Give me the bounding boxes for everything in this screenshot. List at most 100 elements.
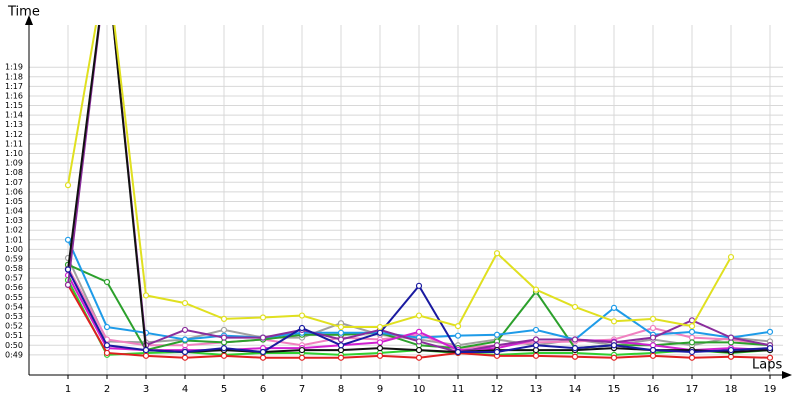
data-point xyxy=(64,281,72,288)
y-axis-label: Time xyxy=(7,5,40,20)
y-tick-label: 0:56 xyxy=(5,283,23,292)
x-tick-label: 3 xyxy=(143,384,149,395)
data-point xyxy=(103,342,111,349)
y-tick-label: 1:13 xyxy=(5,120,23,129)
x-tick-label: 11 xyxy=(452,384,465,395)
data-point xyxy=(220,334,228,341)
data-point xyxy=(688,339,696,346)
data-point xyxy=(142,346,150,354)
data-point xyxy=(259,334,267,341)
data-point xyxy=(766,354,774,361)
y-tick-label: 1:19 xyxy=(5,63,23,72)
y-tick-label: 1:16 xyxy=(5,91,23,100)
data-point xyxy=(688,322,696,330)
data-point xyxy=(727,334,735,341)
data-point xyxy=(103,323,111,331)
data-point xyxy=(571,345,579,352)
data-point xyxy=(64,182,72,189)
data-point xyxy=(688,348,696,356)
data-point xyxy=(142,352,150,359)
data-point xyxy=(493,250,501,257)
x-tick-label: 13 xyxy=(530,384,543,395)
x-axis-arrow xyxy=(782,371,792,379)
y-tick-label: 1:15 xyxy=(5,101,23,110)
data-point xyxy=(259,354,267,361)
data-point xyxy=(181,299,189,307)
data-point xyxy=(766,345,774,352)
data-point xyxy=(181,348,189,356)
data-point xyxy=(415,338,423,345)
data-point xyxy=(64,236,72,243)
x-tick-label: 9 xyxy=(377,384,383,395)
data-point xyxy=(259,314,267,321)
data-point xyxy=(766,328,774,335)
x-tick-label: 8 xyxy=(338,384,344,395)
data-point xyxy=(454,348,462,356)
x-tick-label: 7 xyxy=(299,384,305,395)
data-point xyxy=(454,322,462,330)
y-tick-label: 1:11 xyxy=(5,139,23,148)
data-point xyxy=(181,354,189,361)
data-point xyxy=(376,323,384,331)
y-tick-label: 1:03 xyxy=(5,216,23,225)
x-tick-label: 18 xyxy=(725,384,738,395)
x-tick-label: 16 xyxy=(647,384,660,395)
data-point xyxy=(649,334,657,341)
y-tick-label: 0:53 xyxy=(5,312,23,321)
y-axis-arrow xyxy=(25,15,33,25)
x-tick-label: 14 xyxy=(569,384,582,395)
x-tick-label: 17 xyxy=(686,384,699,395)
x-tick-label: 4 xyxy=(182,384,188,395)
y-tick-label: 1:12 xyxy=(5,130,23,139)
y-tick-label: 0:57 xyxy=(5,274,23,283)
y-tick-label: 0:51 xyxy=(5,331,23,340)
x-tick-label: 19 xyxy=(764,384,777,395)
data-point xyxy=(376,329,384,336)
plot-area xyxy=(64,25,774,361)
data-point xyxy=(298,312,306,319)
y-tick-label: 1:02 xyxy=(5,226,23,235)
x-tick-label: 2 xyxy=(104,384,110,395)
data-point xyxy=(493,331,501,338)
data-point xyxy=(220,326,228,334)
y-tick-label: 1:09 xyxy=(5,159,23,168)
data-point xyxy=(64,266,72,273)
y-tick-label: 1:04 xyxy=(5,207,23,216)
data-point xyxy=(610,342,618,349)
y-tick-label: 0:55 xyxy=(5,293,23,302)
data-point xyxy=(415,282,423,289)
data-point xyxy=(454,332,462,339)
data-point xyxy=(220,315,228,323)
data-point xyxy=(649,315,657,323)
data-point xyxy=(571,336,579,343)
data-point xyxy=(103,278,111,286)
x-tick-label: 15 xyxy=(608,384,621,395)
data-point xyxy=(649,346,657,354)
data-point xyxy=(415,328,423,335)
data-point xyxy=(220,352,228,359)
data-point xyxy=(298,354,306,361)
y-tick-label: 1:10 xyxy=(5,149,23,158)
data-point xyxy=(649,324,657,332)
data-point xyxy=(415,354,423,361)
data-point xyxy=(103,349,111,357)
y-tick-label: 1:17 xyxy=(5,82,23,91)
data-point xyxy=(376,352,384,359)
x-axis-label: Laps xyxy=(752,358,782,373)
data-point xyxy=(688,354,696,361)
y-tick-label: 1:00 xyxy=(5,245,23,254)
data-point xyxy=(220,345,228,352)
data-point xyxy=(610,354,618,361)
data-point xyxy=(610,304,618,311)
data-point xyxy=(727,346,735,354)
x-tick-label: 10 xyxy=(413,384,426,395)
data-point xyxy=(688,328,696,335)
data-point xyxy=(142,292,150,299)
y-tick-label: 1:14 xyxy=(5,111,23,120)
y-tick-label: 1:08 xyxy=(5,168,23,177)
data-point xyxy=(415,312,423,319)
y-tick-label: 1:07 xyxy=(5,178,23,187)
y-tick-label: 1:18 xyxy=(5,72,23,81)
data-point xyxy=(181,326,189,334)
